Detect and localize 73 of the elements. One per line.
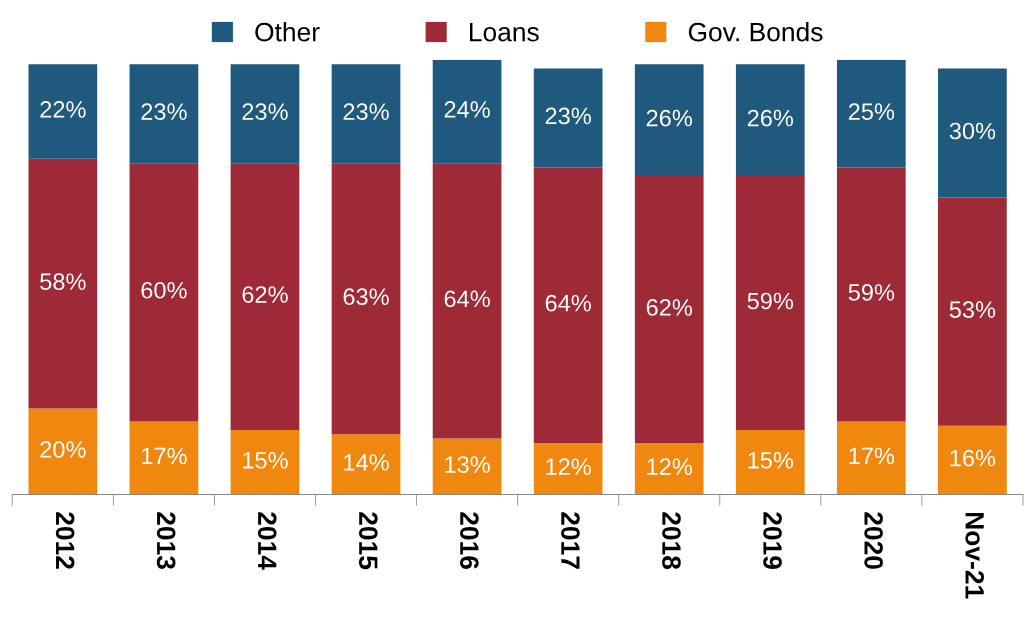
data-label: 22% <box>40 101 86 118</box>
x-tick-label: 2016 <box>460 512 479 569</box>
x-tick-label: 2013 <box>156 512 176 569</box>
bar <box>533 68 603 168</box>
bar <box>836 59 906 168</box>
data-label: 58% <box>40 273 86 290</box>
data-label: 59% <box>747 292 794 310</box>
bar <box>230 64 300 164</box>
bar <box>938 68 1007 198</box>
data-label: 23% <box>545 107 591 125</box>
bar <box>230 429 300 495</box>
data-label: 15% <box>243 451 288 469</box>
bar <box>331 434 401 495</box>
bar <box>735 176 805 430</box>
data-label: 64% <box>545 294 591 312</box>
x-tick-label: 2019 <box>763 512 782 569</box>
bar <box>331 64 401 164</box>
bar <box>533 167 603 443</box>
x-tick-label: 2017 <box>561 512 580 569</box>
legend-label: Other <box>255 22 320 42</box>
data-label: 26% <box>747 109 794 127</box>
bar <box>836 167 906 422</box>
data-label: 12% <box>647 458 692 475</box>
data-label: 53% <box>949 301 996 318</box>
bar <box>735 429 805 495</box>
data-label: 15% <box>748 451 794 469</box>
x-tick-label: 2014 <box>257 512 277 570</box>
data-label: 23% <box>242 103 288 120</box>
data-label: 62% <box>646 299 692 316</box>
bar <box>230 163 300 430</box>
bar <box>938 197 1007 426</box>
data-label: 24% <box>444 101 490 118</box>
legend-label: Loans <box>469 23 539 42</box>
x-tick-label: 2018 <box>662 512 681 570</box>
data-label: 62% <box>242 286 288 303</box>
bar <box>28 158 98 409</box>
data-label: 17% <box>142 447 187 465</box>
data-label: 20% <box>40 441 86 458</box>
bar <box>432 163 502 439</box>
data-label: 14% <box>344 454 389 471</box>
x-tick-label: Nov-21 <box>965 512 984 599</box>
bar <box>129 64 199 164</box>
bar <box>129 421 199 495</box>
legend-label: Gov. Bonds <box>688 22 823 42</box>
bar <box>634 176 704 443</box>
data-label: 63% <box>343 288 389 306</box>
data-label: 26% <box>646 109 692 127</box>
data-label: 59% <box>848 284 895 301</box>
data-label: 25% <box>848 103 895 120</box>
data-label: 23% <box>141 103 187 120</box>
bar <box>938 425 1007 495</box>
data-label: 12% <box>546 458 591 475</box>
data-label: 16% <box>950 449 996 467</box>
data-label: 13% <box>445 456 490 473</box>
bar <box>533 442 603 495</box>
x-tick-label: 2012 <box>55 512 75 569</box>
bar <box>634 64 704 177</box>
x-tick-label: 2015 <box>358 512 378 570</box>
bar <box>432 438 502 495</box>
data-label: 17% <box>849 447 895 465</box>
bar <box>836 421 906 495</box>
x-tick-label: 2020 <box>864 512 883 569</box>
bar <box>28 408 98 495</box>
data-label: 64% <box>444 290 490 308</box>
bar <box>634 442 704 495</box>
bar <box>432 59 502 164</box>
bar <box>331 163 401 435</box>
data-label: 60% <box>141 281 187 299</box>
bar <box>28 64 98 159</box>
data-label: 23% <box>343 103 389 120</box>
data-label: 30% <box>949 122 996 140</box>
bar <box>129 163 199 422</box>
bar <box>735 64 805 177</box>
